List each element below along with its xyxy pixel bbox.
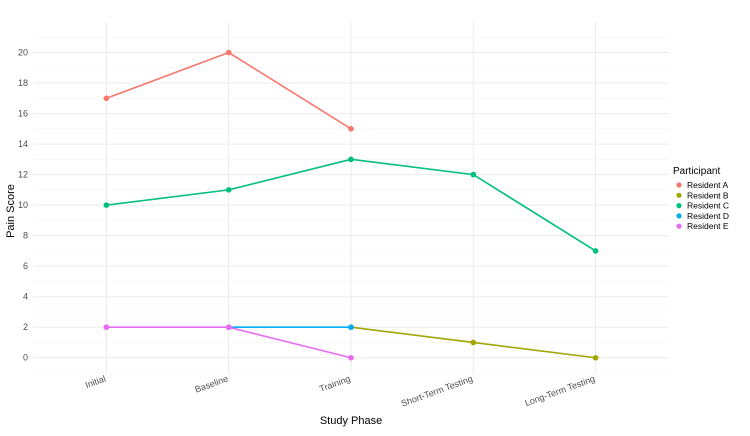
y-tick-label: 16: [18, 109, 28, 119]
data-point: [348, 156, 354, 163]
data-point: [225, 187, 232, 193]
x-tick-labels: Initial Baseline Training Short-Term Testin…: [84, 373, 596, 408]
legend-marker: [676, 223, 682, 229]
y-tick-label: 8: [23, 231, 28, 241]
x-tick-label: Training: [318, 373, 352, 393]
legend-label: Resident C: [687, 201, 729, 211]
y-tick-label: 0: [23, 353, 28, 363]
y-tick-label: 2: [23, 322, 28, 332]
data-point: [103, 95, 110, 102]
gridlines: [33, 22, 669, 374]
data-points: [103, 49, 599, 361]
data-point: [470, 171, 477, 178]
data-point: [592, 354, 599, 361]
x-tick-label: Baseline: [194, 373, 230, 394]
legend-marker: [676, 182, 682, 188]
y-tick-label: 6: [23, 261, 28, 271]
y-tick-label: 12: [18, 170, 28, 180]
y-tick-label: 14: [18, 139, 28, 149]
legend-marker: [676, 192, 682, 198]
data-point: [470, 339, 477, 346]
legend-label: Resident E: [687, 221, 729, 231]
legend-label: Resident B: [687, 190, 729, 200]
y-tick-label: 20: [18, 48, 28, 58]
data-point: [103, 324, 110, 331]
data-point: [592, 248, 599, 254]
y-tick-label: 10: [18, 200, 28, 210]
x-axis-title: Study Phase: [320, 415, 382, 427]
legend-title: Participant: [673, 166, 720, 177]
data-point: [225, 49, 232, 56]
data-point: [103, 202, 110, 208]
data-point: [225, 324, 232, 331]
legend-marker: [676, 213, 682, 219]
x-tick-label: Initial: [84, 373, 107, 390]
x-tick-label: Short-Term Testing: [400, 373, 474, 408]
legend-label: Resident D: [687, 211, 729, 221]
data-point: [348, 354, 354, 361]
data-point: [348, 324, 354, 331]
legend-label: Resident A: [687, 180, 728, 190]
y-axis-title: Pain Score: [5, 184, 17, 238]
data-point: [348, 126, 354, 132]
y-tick-label: 18: [18, 78, 28, 88]
x-tick-label: Long-Term Testing: [523, 373, 596, 408]
legend-marker: [676, 203, 682, 209]
y-tick-labels: 0 2 4 6 8 10 12 14 16 18 20: [18, 48, 28, 363]
y-tick-label: 4: [23, 292, 28, 302]
